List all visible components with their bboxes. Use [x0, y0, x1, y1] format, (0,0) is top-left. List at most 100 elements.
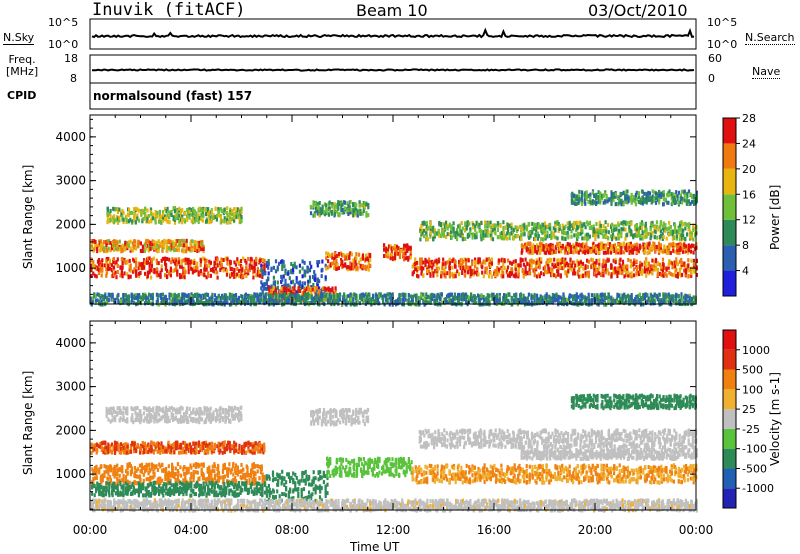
data-cell [178, 213, 181, 218]
data-cell [325, 209, 328, 214]
data-cell [120, 212, 123, 217]
data-cell [459, 233, 462, 238]
data-cell [450, 229, 453, 234]
data-cell [372, 294, 375, 299]
data-cell [438, 222, 441, 227]
data-cell [90, 244, 93, 249]
data-cell [630, 221, 633, 226]
data-cell [329, 262, 332, 267]
data-cell [514, 259, 517, 264]
data-cell [454, 264, 457, 269]
data-cell [433, 230, 436, 235]
data-cell [425, 231, 428, 236]
data-cell [129, 248, 132, 253]
data-cell [365, 294, 368, 299]
data-cell [385, 246, 388, 251]
data-cell [323, 297, 326, 302]
data-cell [202, 247, 205, 252]
data-cell [562, 263, 566, 268]
data-cell [508, 223, 511, 228]
data-cell [512, 273, 515, 278]
data-cell [318, 260, 321, 264]
data-cell [282, 274, 285, 279]
data-cell [352, 297, 355, 302]
data-cell [476, 266, 479, 271]
data-cell [150, 275, 153, 280]
data-cell [233, 211, 236, 216]
data-cell [281, 277, 284, 282]
data-cell [472, 272, 475, 277]
data-cell [166, 213, 169, 218]
data-cell [649, 227, 652, 232]
data-cell [681, 249, 685, 254]
data-cell [551, 272, 554, 277]
data-cell [318, 286, 321, 291]
noise-line [91, 27, 695, 39]
data-cell [502, 270, 505, 275]
data-cell [367, 267, 370, 272]
data-cell [342, 263, 345, 268]
data-cell [595, 232, 598, 237]
data-cell [414, 257, 417, 262]
data-cell [316, 202, 319, 207]
data-cell [202, 244, 205, 249]
data-cell [169, 260, 172, 265]
data-cell [202, 208, 205, 213]
data-cell [245, 274, 248, 278]
data-cell [206, 293, 210, 297]
data-cell [291, 290, 294, 295]
data-cell [643, 266, 646, 271]
data-cell [145, 299, 148, 304]
data-cell [205, 263, 208, 268]
data-cell [474, 260, 477, 265]
data-cell [602, 224, 605, 229]
data-cell [160, 258, 163, 263]
data-cell [244, 269, 247, 274]
data-cell [584, 273, 587, 278]
data-cell [188, 215, 191, 220]
data-cell [471, 235, 474, 240]
data-cell [253, 265, 256, 270]
data-cell [121, 260, 124, 265]
data-cell [570, 200, 573, 205]
data-cell [231, 212, 234, 217]
data-cell [564, 271, 567, 276]
data-cell [489, 270, 492, 275]
data-cell [671, 261, 674, 266]
data-cell [543, 229, 547, 234]
data-cell [589, 192, 592, 197]
data-cell [274, 259, 278, 264]
data-cell [588, 234, 591, 239]
data-cell [487, 274, 491, 279]
data-cell [298, 263, 301, 268]
data-cell [514, 225, 517, 230]
data-cell [369, 263, 372, 268]
data-cell [420, 257, 423, 262]
data-cell [529, 242, 532, 247]
data-cell [468, 233, 471, 238]
data-cell [187, 266, 190, 271]
data-cell [208, 220, 211, 225]
data-cell [685, 244, 688, 249]
data-cell [238, 260, 241, 265]
data-cell [482, 259, 485, 264]
data-cell [147, 247, 150, 252]
data-cell [162, 210, 165, 215]
data-cell [288, 276, 291, 281]
data-cell [198, 216, 201, 220]
data-cell [644, 249, 647, 254]
data-cell [633, 260, 636, 265]
data-cell [301, 281, 304, 286]
data-cell [442, 231, 445, 236]
data-cell [490, 225, 493, 230]
data-cell [321, 207, 324, 211]
data-cell [577, 231, 580, 236]
data-cell [185, 249, 188, 254]
data-cell [168, 215, 171, 220]
data-cell [193, 245, 197, 249]
data-cell [538, 257, 541, 262]
data-cell [244, 292, 247, 297]
data-cell [193, 209, 196, 214]
data-cell [174, 239, 177, 244]
data-cell [471, 260, 474, 265]
